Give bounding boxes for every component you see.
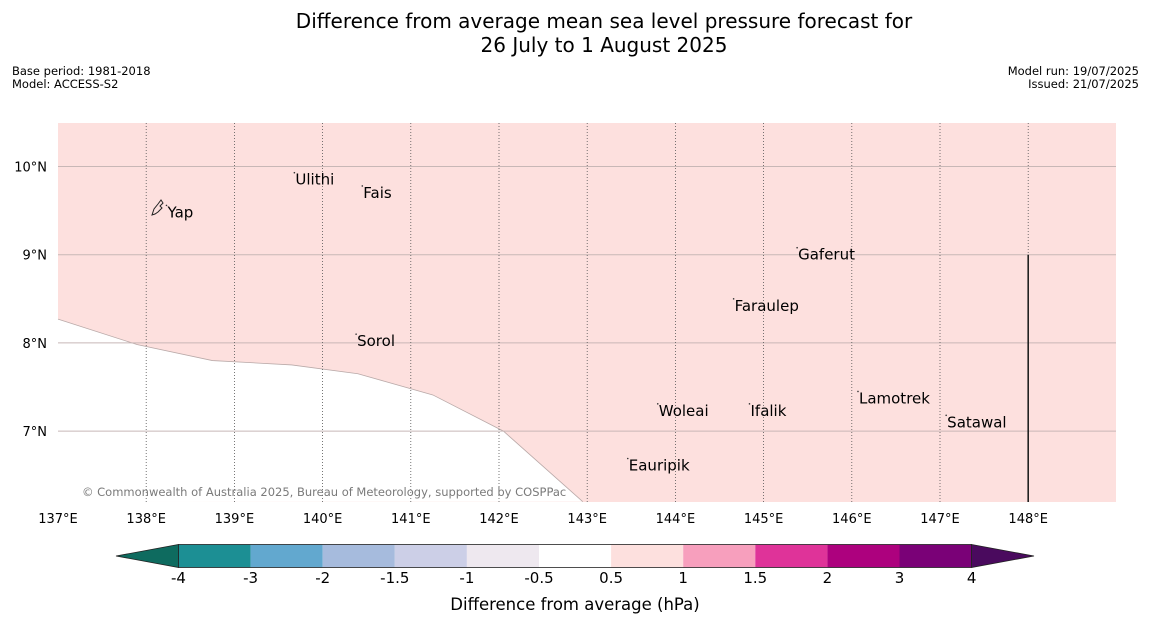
colorbar-segment bbox=[322, 544, 395, 568]
colorbar-tick-labels: -4 -3 -2 -1.5 -1 -0.5 0.5 1 1.5 2 3 4 bbox=[171, 569, 976, 587]
yap-island-shape bbox=[151, 199, 164, 216]
longitude-tick-label: 140°E bbox=[303, 512, 343, 527]
place-label: Faraulep bbox=[735, 297, 799, 315]
colorbar-tick-label: 0.5 bbox=[599, 569, 623, 587]
colorbar-tick-label: 3 bbox=[895, 569, 905, 587]
colorbar-segment bbox=[250, 544, 323, 568]
place-label: Eauripik bbox=[629, 456, 690, 474]
place-marker bbox=[732, 298, 735, 300]
colorbar-tick-label: 4 bbox=[967, 569, 977, 587]
meta-right: Model run: 19/07/2025 Issued: 21/07/2025 bbox=[1008, 65, 1139, 91]
issued-date: Issued: 21/07/2025 bbox=[1028, 77, 1139, 91]
place-label: Woleai bbox=[659, 402, 709, 420]
latitude-tick-label: 8°N bbox=[23, 337, 48, 352]
place-label: Ulithi bbox=[295, 171, 334, 189]
colorbar-tick-label: -3 bbox=[243, 569, 258, 587]
colorbar-high-extend bbox=[971, 544, 1035, 568]
latitude-tick-label: 10°N bbox=[14, 161, 47, 176]
colorbar-segment bbox=[611, 544, 684, 568]
map-title: Difference from average mean sea level p… bbox=[0, 9, 1150, 57]
colorbar-segment bbox=[178, 544, 251, 568]
longitude-tick-label: 148°E bbox=[1008, 512, 1048, 527]
colorbar-tick-label: 2 bbox=[823, 569, 833, 587]
colorbar-segment bbox=[827, 544, 900, 568]
colorbar-low-extend bbox=[115, 544, 179, 568]
colorbar-tick-label: -4 bbox=[171, 569, 186, 587]
place-marker bbox=[945, 414, 947, 417]
place-labels: Ulithi Fais Yap Gaferut Faraulep Sorol Lamotre… bbox=[165, 171, 1007, 474]
latitude-tick-label: 7°N bbox=[23, 425, 48, 440]
colorbar-label: Difference from average (hPa) bbox=[450, 595, 699, 614]
place-marker bbox=[355, 333, 357, 335]
title-line-2: 26 July to 1 August 2025 bbox=[480, 33, 728, 57]
colorbar-segment bbox=[755, 544, 828, 568]
place-marker bbox=[626, 457, 629, 460]
longitude-tick-label: 138°E bbox=[126, 512, 166, 527]
longitude-tick-label: 142°E bbox=[479, 512, 519, 527]
place-marker bbox=[293, 171, 296, 174]
longitude-tick-label: 147°E bbox=[920, 512, 960, 527]
place-marker bbox=[165, 204, 168, 207]
place-label: Sorol bbox=[357, 332, 395, 350]
longitude-tick-label: 139°E bbox=[215, 512, 255, 527]
place-label: Yap bbox=[166, 203, 193, 221]
colorbar-frame bbox=[178, 544, 972, 568]
place-label: Satawal bbox=[947, 413, 1006, 431]
colorbar-tick-label: 1.5 bbox=[743, 569, 767, 587]
colorbar-segment bbox=[899, 544, 972, 568]
longitude-tick-label: 146°E bbox=[832, 512, 872, 527]
copyright-notice: © Commonwealth of Australia 2025, Bureau… bbox=[82, 485, 566, 499]
place-marker bbox=[796, 246, 798, 249]
place-marker bbox=[748, 403, 751, 405]
colorbar-segment bbox=[539, 544, 612, 568]
latitude-tick-labels: 10°N 9°N 8°N 7°N bbox=[14, 161, 47, 441]
map-unfilled-region bbox=[58, 319, 583, 502]
longitude-tick-label: 144°E bbox=[656, 512, 696, 527]
colorbar-tick-label: 1 bbox=[678, 569, 688, 587]
title-line-1: Difference from average mean sea level p… bbox=[295, 9, 913, 33]
contour-line bbox=[57, 318, 584, 502]
meta-left: Base period: 1981-2018 Model: ACCESS-S2 bbox=[12, 65, 151, 91]
model-run: Model run: 19/07/2025 bbox=[1007, 64, 1139, 78]
place-label: Fais bbox=[363, 184, 392, 202]
place-marker bbox=[656, 403, 659, 405]
place-marker bbox=[857, 390, 859, 393]
colorbar-segment bbox=[683, 544, 756, 568]
colorbar-segment bbox=[466, 544, 539, 568]
longitude-tick-labels: 137°E 138°E 139°E 140°E 141°E 142°E 143°E 144°E… bbox=[38, 512, 1048, 527]
longitude-tick-label: 137°E bbox=[38, 512, 78, 527]
place-label: Lamotrek bbox=[859, 389, 930, 407]
latitude-tick-label: 9°N bbox=[23, 249, 48, 264]
place-label: Ifalik bbox=[750, 402, 786, 420]
colorbar bbox=[115, 544, 1035, 568]
colorbar-segment bbox=[394, 544, 467, 568]
longitude-tick-label: 145°E bbox=[744, 512, 784, 527]
colorbar-tick-label: -1 bbox=[459, 569, 474, 587]
base-period: Base period: 1981-2018 bbox=[12, 64, 151, 78]
longitude-tick-label: 141°E bbox=[391, 512, 431, 527]
longitude-tick-label: 143°E bbox=[567, 512, 607, 527]
colorbar-tick-label: -1.5 bbox=[380, 569, 409, 587]
colorbar-tick-label: -0.5 bbox=[524, 569, 553, 587]
model-name: Model: ACCESS-S2 bbox=[12, 77, 119, 91]
place-label: Gaferut bbox=[798, 246, 855, 264]
place-marker bbox=[361, 185, 364, 187]
colorbar-tick-label: -2 bbox=[315, 569, 330, 587]
